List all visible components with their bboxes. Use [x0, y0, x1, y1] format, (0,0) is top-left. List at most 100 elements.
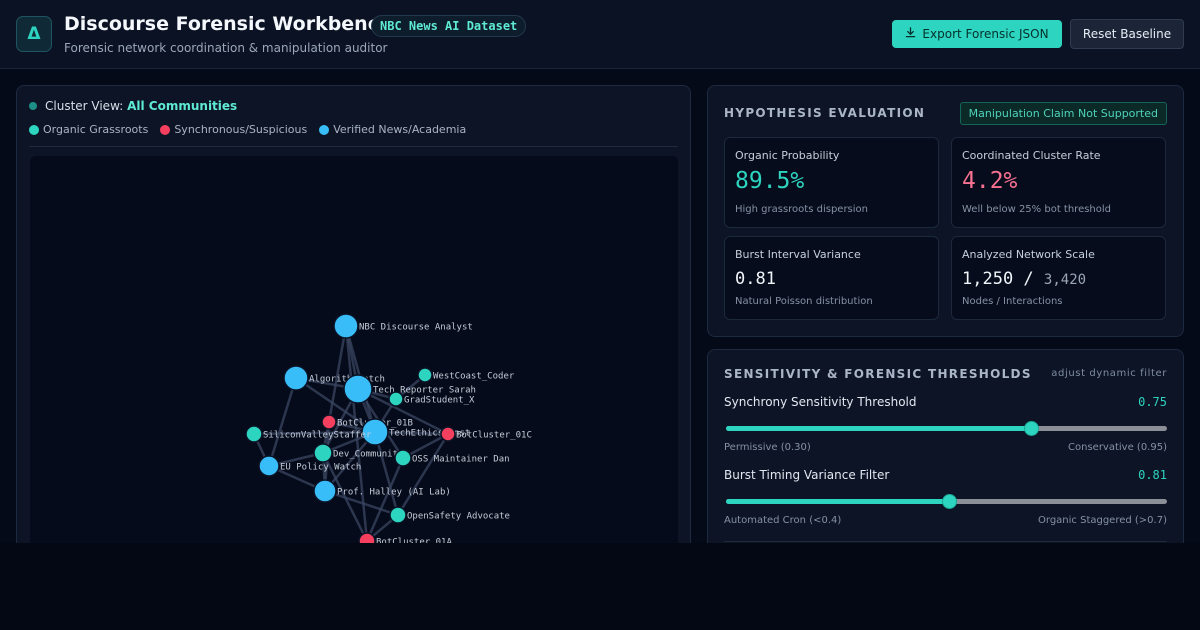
graph-node-label: TechEthics_Inst	[389, 429, 470, 439]
graph-node-label: NBC Discourse Analyst	[359, 323, 473, 333]
metric-card-analyzed-network-scale: Analyzed Network Scale 1,250 / 3,420 Nod…	[951, 236, 1166, 320]
adjust-filter-hint: adjust dynamic filter	[1051, 368, 1167, 379]
legend-swatch	[319, 124, 330, 135]
graph-node-verified[interactable]: EU Policy Watch	[258, 455, 361, 477]
panel-divider	[724, 541, 1167, 542]
graph-node-circle[interactable]	[440, 426, 456, 442]
sensitivity-thresholds-panel: SENSITIVITY & FORENSIC THRESHOLDS adjust…	[707, 349, 1184, 559]
metric-label: Organic Probability	[735, 149, 840, 162]
metric-note: Nodes / Interactions	[962, 296, 1063, 307]
graph-legend: Organic Grassroots Synchronous/Suspiciou…	[29, 123, 466, 136]
graph-node-circle[interactable]	[388, 391, 404, 407]
synchrony-threshold-slider[interactable]	[726, 421, 1167, 436]
cluster-view-selector[interactable]: Cluster View: All Communities	[29, 99, 237, 113]
network-graph-canvas[interactable]: NBC Discourse AnalystAlgorithmWatchTech …	[30, 156, 678, 556]
download-icon	[905, 27, 916, 41]
dataset-badge: NBC News AI Dataset	[371, 15, 527, 37]
metric-value: 89.5%	[735, 168, 805, 194]
graph-node-circle[interactable]	[343, 374, 373, 404]
graph-node-label: OpenSafety Advocate	[407, 512, 510, 522]
graph-node-label: OSS Maintainer Dan	[412, 455, 510, 465]
graph-node-organic[interactable]: WestCoast_Coder	[417, 367, 515, 383]
graph-node-circle[interactable]	[313, 479, 337, 503]
metric-value: 4.2%	[962, 168, 1018, 194]
graph-edge	[295, 376, 376, 434]
graph-node-circle[interactable]	[258, 455, 280, 477]
network-graph-svg[interactable]: NBC Discourse AnalystAlgorithmWatchTech …	[30, 156, 678, 556]
panel-divider	[29, 146, 678, 147]
graph-node-circle[interactable]	[389, 506, 407, 524]
graph-node-label: Tech Reporter Sarah	[373, 386, 476, 396]
slider-thumb[interactable]	[1024, 421, 1040, 436]
graph-node-organic[interactable]: Dev_Community	[313, 443, 404, 463]
graph-node-verified[interactable]: TechEthics_Inst	[361, 418, 470, 446]
legend-item-organic[interactable]: Organic Grassroots	[29, 123, 148, 136]
graph-node-verified[interactable]: Tech Reporter Sarah	[343, 374, 476, 404]
synchrony-max-label: Conservative (0.95)	[1068, 442, 1167, 453]
graph-node-circle[interactable]	[245, 425, 263, 443]
graph-node-circle[interactable]	[313, 443, 333, 463]
metric-label: Burst Interval Variance	[735, 248, 861, 261]
node-count: 1,250 /	[962, 269, 1034, 289]
synchrony-min-label: Permissive (0.30)	[724, 442, 811, 453]
legend-swatch	[29, 124, 39, 135]
hypothesis-heading: HYPOTHESIS EVALUATION	[724, 106, 926, 120]
slider-thumb[interactable]	[942, 494, 958, 509]
cluster-view-label: Cluster View: All Communities	[45, 99, 238, 113]
sensitivity-heading: SENSITIVITY & FORENSIC THRESHOLDS	[724, 367, 1032, 381]
graph-node-circle[interactable]	[283, 365, 309, 391]
graph-node-verified[interactable]: Prof. Halley (AI Lab)	[313, 479, 451, 503]
burst-timing-slider[interactable]	[726, 494, 1167, 509]
graph-edge	[396, 433, 450, 516]
graph-edge	[267, 377, 298, 467]
graph-node-label: Dev_Community	[333, 450, 404, 460]
app-subtitle: Forensic network coordination & manipula…	[64, 41, 388, 55]
graph-node-circle[interactable]	[321, 414, 337, 430]
metric-card-burst-interval-variance: Burst Interval Variance 0.81 Natural Poi…	[724, 236, 939, 320]
app-title: Discourse Forensic Workbench	[64, 13, 393, 35]
graph-edge	[327, 325, 348, 423]
legend-label: Organic Grassroots	[43, 123, 149, 136]
export-forensic-json-button[interactable]: Export Forensic JSON	[892, 20, 1062, 48]
graph-edge	[324, 489, 399, 517]
graph-node-organic[interactable]: OSS Maintainer Dan	[394, 449, 510, 467]
graph-node-circle[interactable]	[361, 418, 389, 446]
legend-item-suspicious[interactable]: Synchronous/Suspicious	[160, 123, 307, 136]
graph-node-suspicious[interactable]: BotCluster_01C	[440, 426, 532, 442]
graph-edge	[253, 430, 376, 436]
graph-node-label: BotCluster_01C	[456, 431, 532, 441]
slider-fill	[726, 499, 950, 504]
graph-node-circle[interactable]	[394, 449, 412, 467]
graph-node-circle[interactable]	[417, 367, 433, 383]
verdict-badge: Manipulation Claim Not Supported	[959, 102, 1167, 125]
slider-fill	[726, 426, 1032, 431]
graph-node-organic[interactable]: SiliconValleyStaffer	[245, 425, 372, 443]
synchrony-threshold-value: 0.75	[1138, 395, 1167, 409]
legend-item-verified[interactable]: Verified News/Academia	[319, 123, 466, 136]
graph-edge	[365, 457, 405, 542]
graph-node-label: GradStudent_X	[404, 396, 475, 406]
graph-edge	[373, 431, 400, 516]
graph-node-label: BotCluster_01A	[376, 538, 452, 548]
burst-max-label: Organic Staggered (>0.7)	[1038, 515, 1167, 526]
hypothesis-evaluation-panel: HYPOTHESIS EVALUATION Manipulation Claim…	[707, 85, 1184, 337]
synchrony-threshold-label: Synchrony Sensitivity Threshold	[724, 395, 917, 409]
reset-baseline-button[interactable]: Reset Baseline	[1070, 19, 1184, 49]
metric-value: 0.81	[735, 269, 776, 289]
cluster-view-value: All Communities	[127, 99, 238, 113]
graph-node-label: EU Policy Watch	[280, 463, 361, 473]
metric-note: High grassroots dispersion	[735, 204, 868, 215]
burst-filter-label: Burst Timing Variance Filter	[724, 468, 890, 482]
app-header: Δ Discourse Forensic Workbench NBC News …	[0, 0, 1200, 69]
viewport-bottom-area	[0, 543, 1200, 630]
graph-node-organic[interactable]: GradStudent_X	[388, 391, 475, 407]
graph-edge	[357, 387, 449, 436]
metric-note: Well below 25% bot threshold	[962, 204, 1112, 215]
graph-node-circle[interactable]	[333, 313, 359, 339]
metric-value: 1,250 / 3,420	[962, 269, 1086, 289]
graph-node-organic[interactable]: OpenSafety Advocate	[389, 506, 510, 524]
graph-node-label: WestCoast_Coder	[433, 372, 515, 382]
graph-node-verified[interactable]: NBC Discourse Analyst	[333, 313, 473, 339]
metric-label: Analyzed Network Scale	[962, 248, 1095, 261]
graph-node-label: SiliconValleyStaffer	[263, 431, 372, 441]
